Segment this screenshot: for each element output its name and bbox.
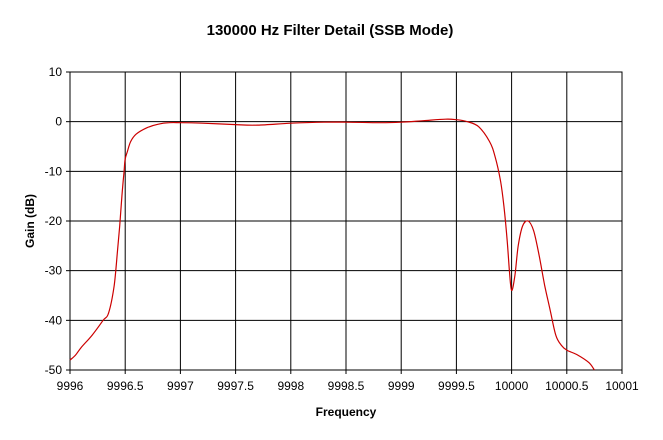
y-tick-label: 0	[55, 115, 62, 129]
x-tick-label: 9999.5	[438, 379, 475, 393]
series-line	[69, 118, 595, 371]
y-tick-label: 10	[49, 65, 63, 79]
x-tick-label: 10000	[495, 379, 529, 393]
y-tick-label: -50	[45, 363, 63, 377]
y-tick-label: -30	[45, 264, 63, 278]
x-tick-label: 9997.5	[217, 379, 254, 393]
chart-title: 130000 Hz Filter Detail (SSB Mode)	[207, 22, 454, 39]
y-tick-labels: 10 0 -10 -20 -30 -40 -50	[45, 65, 63, 377]
grid	[66, 71, 623, 374]
x-tick-label: 10001	[605, 379, 639, 393]
y-axis-label: Gain (dB)	[23, 194, 37, 248]
x-axis-label: Frequency	[316, 405, 377, 419]
x-tick-label: 9999	[388, 379, 415, 393]
y-tick-label: -40	[45, 313, 63, 327]
x-tick-label: 9996.5	[107, 379, 144, 393]
y-tick-label: -10	[45, 164, 63, 178]
plot-frame	[69, 71, 623, 371]
x-tick-label: 9998	[277, 379, 304, 393]
y-tick-label: -20	[45, 214, 63, 228]
x-tick-labels: 9996 9996.5 9997 9997.5 9998 9998.5 9999 9999.5…	[57, 379, 639, 393]
x-tick-label: 9998.5	[328, 379, 365, 393]
x-tick-label: 9996	[57, 379, 84, 393]
x-tick-label: 9997	[167, 379, 194, 393]
x-tick-label: 10000.5	[545, 379, 589, 393]
